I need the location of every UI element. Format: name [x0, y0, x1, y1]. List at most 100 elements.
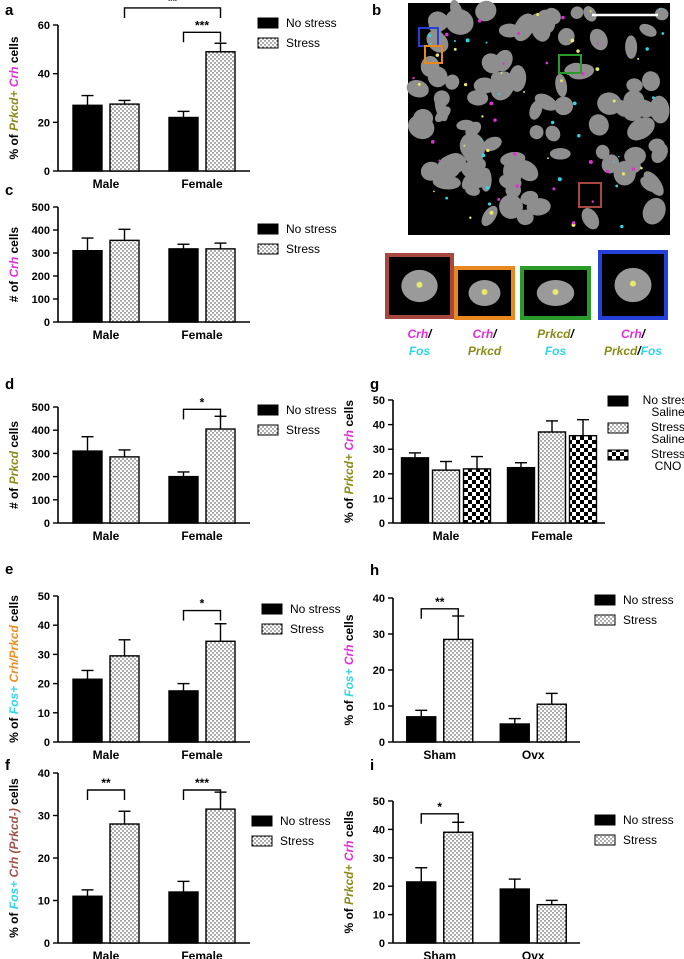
fluorescent-puncta [477, 19, 482, 23]
legend-label: Stress [290, 622, 324, 636]
x-category-label: Sham [423, 949, 456, 959]
legend-swatch [607, 395, 629, 407]
fluorescent-puncta [595, 67, 600, 72]
legend-label: Saline [651, 405, 684, 419]
legend-label: No stress [623, 813, 674, 827]
fluorescent-puncta [658, 8, 661, 11]
legend-label: Stress [286, 36, 320, 50]
y-axis-label: # of Prkcd cells [7, 421, 21, 509]
bar-female-stress [205, 428, 236, 524]
panel-label: f [5, 757, 11, 774]
inset-puncta [481, 289, 488, 295]
y-tick-label: 0 [44, 166, 50, 178]
legend-swatch [257, 424, 279, 436]
cell-nucleus [481, 53, 503, 74]
cell-nucleus [467, 90, 489, 106]
fluorescent-puncta [591, 200, 594, 203]
legend-swatch [257, 37, 279, 49]
fluorescent-puncta [620, 224, 624, 229]
fluorescent-puncta [570, 38, 575, 43]
cell-nucleus [542, 12, 556, 33]
fluorescent-puncta [661, 32, 665, 35]
legend-label: Stress [651, 420, 684, 434]
cell-nucleus [499, 194, 523, 219]
fluorescent-puncta [547, 157, 549, 160]
fluorescent-puncta [512, 152, 517, 156]
y-tick-label: 40 [38, 69, 50, 81]
legend-label: Stress [286, 423, 320, 437]
bar-male-no-stress [72, 895, 103, 944]
fluorescent-puncta [486, 148, 490, 153]
legend-label: No stress [286, 222, 337, 236]
legend-swatch [257, 243, 279, 255]
bar-male-no-stress-saline [400, 457, 430, 524]
bar-female-no-stress [168, 891, 199, 944]
panel-label-b: b [372, 2, 381, 19]
y-tick-label: 0 [379, 938, 385, 950]
panel-label: d [5, 376, 14, 393]
bar-male-stress [109, 655, 140, 743]
significance-bracket [86, 789, 126, 800]
fluorescent-puncta [438, 159, 441, 162]
y-tick-label: 40 [373, 824, 385, 836]
inset-label: Prkcd/ [537, 327, 575, 341]
legend-label: No stress [643, 393, 684, 407]
cell-nucleus [642, 197, 666, 225]
chart-panel-d: d 0 100 200 300 400 500 # of Prkcd cells Male Fem… [5, 376, 337, 543]
bar-male-stress [109, 823, 140, 944]
significance-label: *** [195, 776, 209, 790]
cell-nucleus [557, 27, 575, 46]
fluorescent-puncta [463, 83, 468, 87]
fluorescent-puncta [545, 61, 549, 65]
y-tick-label: 40 [38, 620, 50, 632]
cell-nucleus [643, 171, 664, 196]
fluorescent-puncta [637, 57, 640, 60]
panel-label: i [370, 757, 374, 774]
y-tick-label: 20 [373, 469, 385, 481]
significance-bracket [182, 31, 222, 43]
x-category-label: Female [181, 529, 223, 543]
bar-male-stress-saline [431, 469, 461, 524]
y-tick-label: 100 [32, 495, 50, 507]
fluorescent-puncta [430, 140, 435, 144]
fluorescent-puncta [465, 38, 470, 43]
inset-label: Prkcd [468, 344, 502, 358]
fluorescent-puncta [561, 15, 565, 20]
significance-label: ** [168, 0, 178, 8]
y-tick-label: 0 [44, 518, 50, 530]
legend-swatch [257, 223, 279, 235]
cell-nucleus [648, 138, 665, 153]
y-tick-label: 400 [32, 225, 50, 237]
fluorescent-puncta [576, 49, 580, 53]
fluorescent-puncta [444, 32, 449, 37]
fluorescent-puncta [560, 79, 563, 83]
bar-female-stress [205, 248, 236, 323]
y-tick-label: 50 [38, 591, 50, 603]
cell-nucleus [434, 96, 448, 122]
significance-bracket [182, 789, 222, 800]
x-category-label: Female [531, 529, 573, 543]
significance-label: ** [101, 776, 111, 790]
inset-frame [520, 266, 591, 320]
cell-nucleus [629, 99, 657, 118]
fluorescent-puncta [489, 210, 494, 215]
panel-label: h [370, 562, 379, 579]
cell-nucleus [432, 175, 461, 190]
significance-bracket [420, 813, 459, 824]
y-tick-label: 60 [38, 20, 50, 32]
cell-nucleus [549, 148, 571, 160]
fluorescent-puncta [480, 138, 483, 141]
bar-female-stress [205, 808, 236, 944]
legend-swatch [261, 623, 283, 635]
cell-nucleus [529, 100, 543, 120]
legend-swatch [594, 614, 616, 626]
chart-panel-e: e 0 10 20 30 40 50 % of Fos+ Crh/Prkcd cells Mal… [5, 561, 341, 762]
x-category-label: Male [93, 748, 120, 762]
fluorescent-puncta [640, 166, 643, 170]
fluorescent-puncta [596, 42, 599, 45]
fluorescent-puncta [433, 190, 435, 193]
significance-label: * [200, 395, 205, 409]
y-tick-label: 10 [38, 708, 50, 720]
x-category-label: Female [181, 949, 223, 959]
chart-panel-i: i 0 10 20 30 40 50 % of Prkcd+ Crh cells Sham Ovx… [342, 757, 674, 959]
